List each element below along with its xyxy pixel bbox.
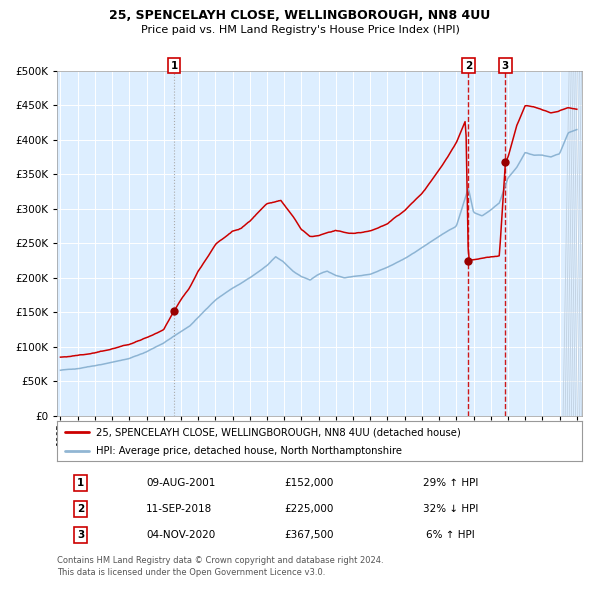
Text: 25, SPENCELAYH CLOSE, WELLINGBOROUGH, NN8 4UU (detached house): 25, SPENCELAYH CLOSE, WELLINGBOROUGH, NN… bbox=[97, 427, 461, 437]
Text: 25, SPENCELAYH CLOSE, WELLINGBOROUGH, NN8 4UU: 25, SPENCELAYH CLOSE, WELLINGBOROUGH, NN… bbox=[109, 9, 491, 22]
Text: 1: 1 bbox=[170, 61, 178, 71]
Text: £367,500: £367,500 bbox=[284, 530, 334, 540]
Text: HPI: Average price, detached house, North Northamptonshire: HPI: Average price, detached house, Nort… bbox=[97, 445, 403, 455]
Text: 09-AUG-2001: 09-AUG-2001 bbox=[146, 478, 215, 488]
Text: 11-SEP-2018: 11-SEP-2018 bbox=[146, 504, 212, 514]
Text: 32% ↓ HPI: 32% ↓ HPI bbox=[423, 504, 478, 514]
Text: 04-NOV-2020: 04-NOV-2020 bbox=[146, 530, 215, 540]
Text: 3: 3 bbox=[502, 61, 509, 71]
Text: 29% ↑ HPI: 29% ↑ HPI bbox=[423, 478, 478, 488]
Text: £225,000: £225,000 bbox=[284, 504, 334, 514]
Text: 3: 3 bbox=[77, 530, 84, 540]
Text: 1: 1 bbox=[77, 478, 84, 488]
Text: Contains HM Land Registry data © Crown copyright and database right 2024.: Contains HM Land Registry data © Crown c… bbox=[57, 556, 383, 565]
Text: Price paid vs. HM Land Registry's House Price Index (HPI): Price paid vs. HM Land Registry's House … bbox=[140, 25, 460, 35]
Text: 2: 2 bbox=[465, 61, 472, 71]
Text: 6% ↑ HPI: 6% ↑ HPI bbox=[427, 530, 475, 540]
Bar bbox=[568, 71, 599, 416]
Text: 2: 2 bbox=[77, 504, 84, 514]
Text: £152,000: £152,000 bbox=[284, 478, 334, 488]
Text: This data is licensed under the Open Government Licence v3.0.: This data is licensed under the Open Gov… bbox=[57, 568, 325, 577]
